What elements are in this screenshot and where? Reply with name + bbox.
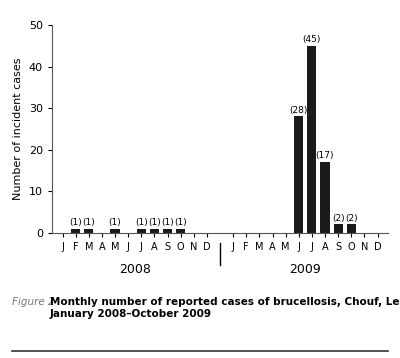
Text: (45): (45) xyxy=(303,35,321,44)
Bar xyxy=(334,224,343,233)
Bar xyxy=(176,228,185,233)
Text: 2009: 2009 xyxy=(290,263,321,276)
Bar xyxy=(110,228,120,233)
Text: Monthly number of reported cases of brucellosis, Chouf, Lebanon,
January 2008–Oc: Monthly number of reported cases of bruc… xyxy=(50,297,400,319)
Bar xyxy=(71,228,80,233)
Y-axis label: Number of incident cases: Number of incident cases xyxy=(13,58,23,200)
Text: (1): (1) xyxy=(148,218,161,227)
Text: (1): (1) xyxy=(109,218,121,227)
Text: (1): (1) xyxy=(82,218,95,227)
Bar xyxy=(84,228,93,233)
Bar xyxy=(163,228,172,233)
Bar xyxy=(347,224,356,233)
Text: (1): (1) xyxy=(161,218,174,227)
Bar xyxy=(294,116,303,233)
Text: (1): (1) xyxy=(135,218,148,227)
Text: Figure 2: Figure 2 xyxy=(12,297,58,307)
Text: (2): (2) xyxy=(345,214,358,223)
Bar xyxy=(320,162,330,233)
Text: 2008: 2008 xyxy=(119,263,151,276)
Bar xyxy=(307,46,316,233)
Text: (28): (28) xyxy=(290,106,308,115)
Bar xyxy=(150,228,159,233)
Bar xyxy=(137,228,146,233)
Text: (1): (1) xyxy=(69,218,82,227)
Text: (1): (1) xyxy=(174,218,187,227)
Text: (17): (17) xyxy=(316,151,334,160)
Text: (2): (2) xyxy=(332,214,344,223)
